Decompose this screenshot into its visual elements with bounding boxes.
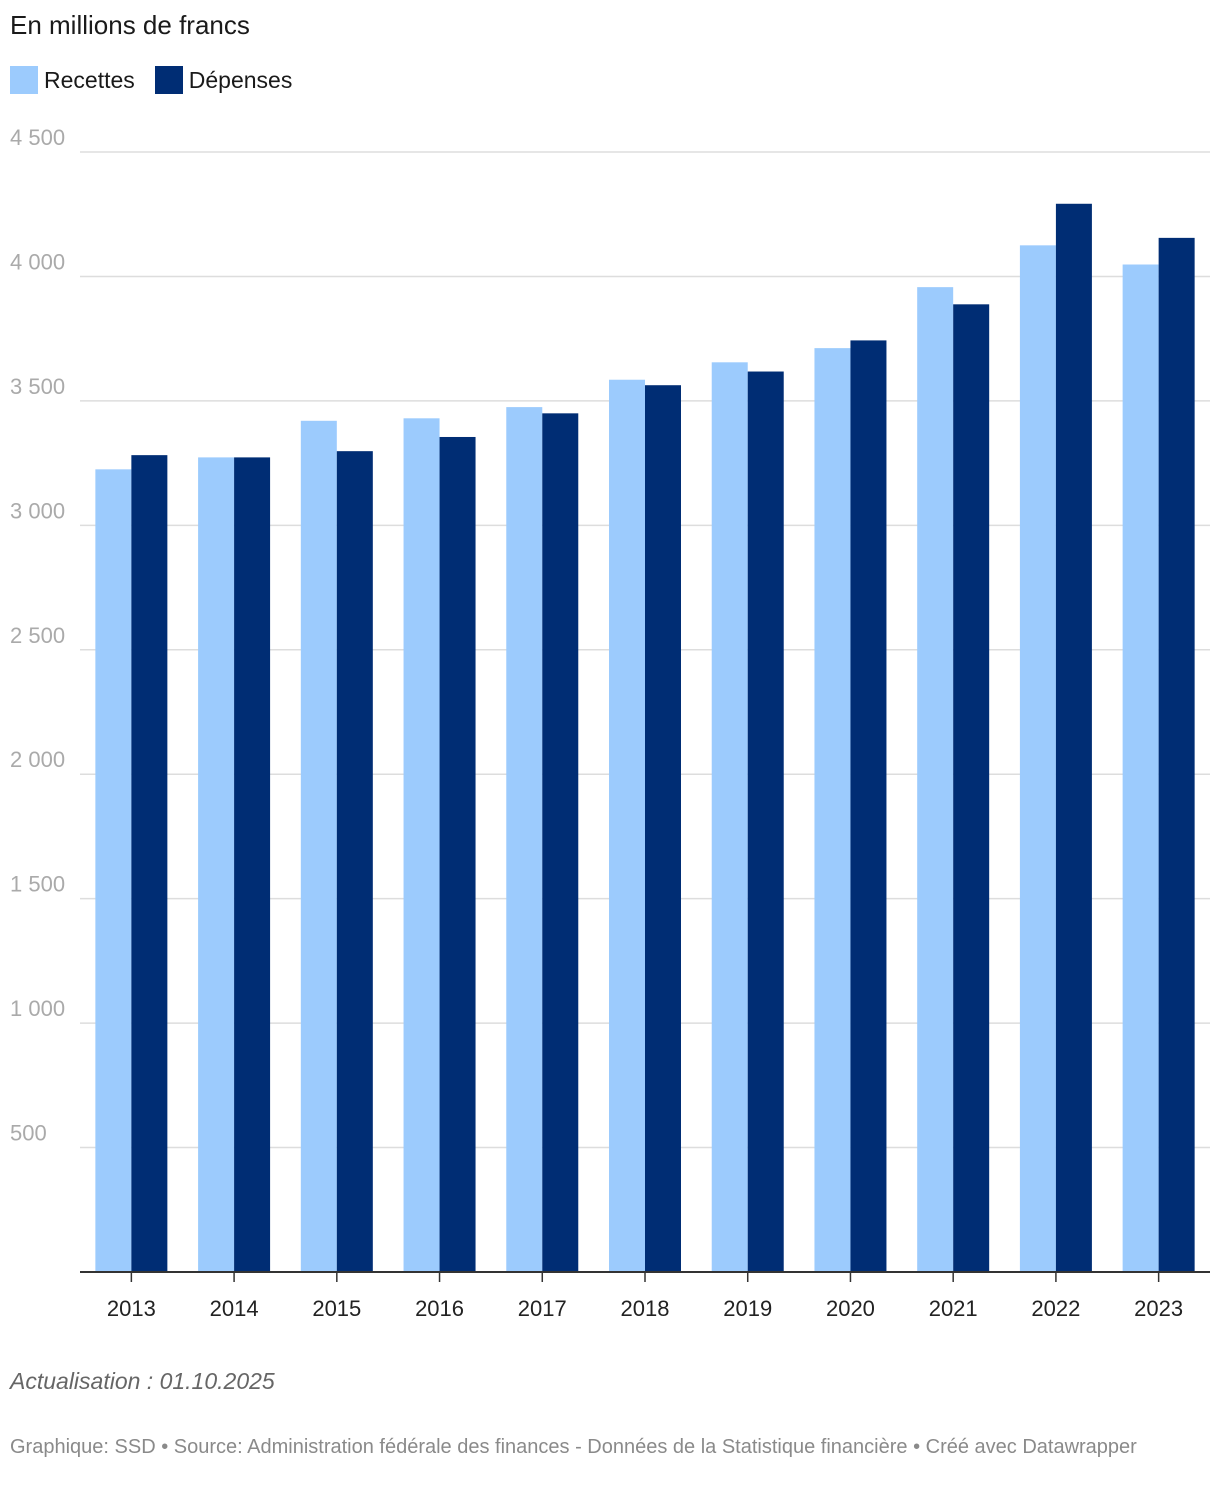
bar-depenses [747, 371, 784, 1272]
legend: Recettes Dépenses [10, 66, 312, 94]
bar-depenses [850, 340, 887, 1272]
legend-label-depenses: Dépenses [188, 66, 293, 93]
bar-depenses [1158, 237, 1195, 1272]
legend-swatch-depenses [154, 66, 183, 94]
x-tick-label: 2022 [1031, 1296, 1080, 1321]
y-tick-label: 1 000 [10, 996, 65, 1021]
source-note: Graphique: SSD • Source: Administration … [10, 1434, 1140, 1460]
x-tick-label: 2021 [929, 1296, 978, 1321]
bar-depenses [234, 457, 271, 1272]
x-tick-label: 2014 [210, 1296, 259, 1321]
legend-swatch-recettes [10, 66, 38, 94]
x-tick-label: 2018 [621, 1296, 670, 1321]
legend-label-recettes: Recettes [44, 66, 135, 93]
x-tick-label: 2019 [723, 1296, 772, 1321]
bar-recettes [506, 407, 543, 1273]
legend-item-recettes: Recettes [10, 66, 135, 94]
bar-recettes [1019, 245, 1056, 1272]
bar-recettes [198, 457, 235, 1272]
y-tick-label: 500 [10, 1121, 47, 1146]
bar-depenses [542, 413, 579, 1272]
bar-recettes [1122, 264, 1159, 1272]
y-tick-label: 3 000 [10, 498, 65, 523]
y-tick-label: 4 000 [10, 249, 65, 274]
y-tick-label: 3 500 [10, 374, 65, 399]
x-tick-label: 2020 [826, 1296, 875, 1321]
y-tick-label: 2 500 [10, 623, 65, 648]
bar-recettes [403, 418, 440, 1272]
x-tick-label: 2017 [518, 1296, 567, 1321]
bar-recettes [917, 287, 954, 1272]
y-tick-label: 4 500 [10, 125, 65, 150]
bar-depenses [953, 304, 990, 1272]
bar-depenses [645, 385, 681, 1273]
x-tick-label: 2015 [312, 1296, 361, 1321]
bar-recettes [609, 379, 645, 1272]
chart-title: En millions de francs [10, 10, 250, 40]
y-tick-label: 2 000 [10, 747, 65, 772]
bar-depenses [131, 455, 168, 1272]
bar-chart: 500 1 000 1 500 2 000 2 500 3 000 3 500 4 000 4 … [10, 125, 1210, 1321]
bar-depenses [1055, 203, 1092, 1272]
legend-item-depenses: Dépenses [154, 66, 293, 94]
bar-recettes [814, 348, 851, 1272]
source-text: Graphique: SSD • Source: Administration … [10, 1436, 1137, 1458]
bar-depenses [439, 436, 476, 1272]
x-tick-label: 2023 [1134, 1296, 1183, 1321]
x-tick-label: 2013 [107, 1296, 156, 1321]
x-tick-label: 2016 [415, 1296, 464, 1321]
bar-depenses [336, 451, 373, 1273]
bar-recettes [711, 362, 748, 1272]
update-note: Actualisation : 01.10.2025 [10, 1368, 275, 1394]
y-tick-label: 1 500 [10, 872, 65, 897]
bar-recettes [300, 420, 337, 1272]
bar-recettes [95, 469, 132, 1272]
